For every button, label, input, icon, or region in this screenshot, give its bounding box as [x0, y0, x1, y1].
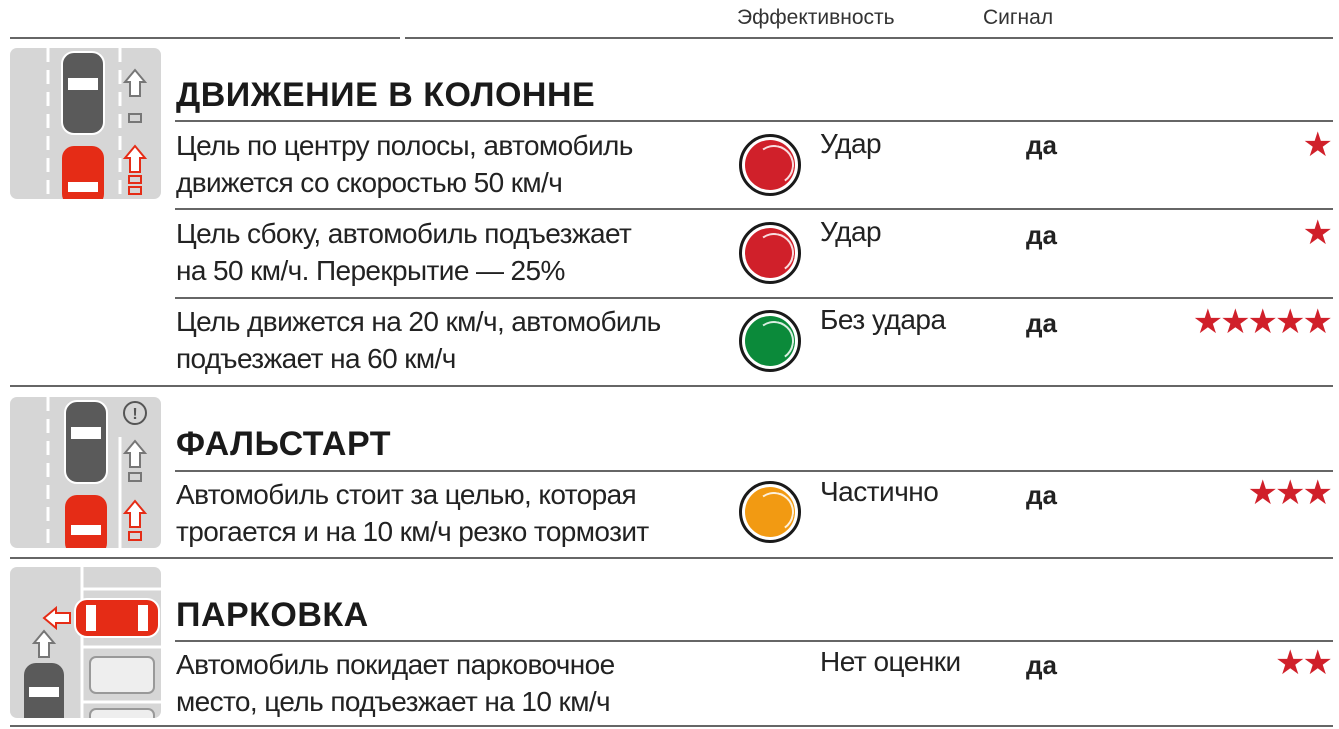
- description-line: Автомобиль стоит за целью, которая: [176, 479, 637, 510]
- column-header-effectiveness: Эффективность: [737, 6, 895, 29]
- description-line: место, цель подъезжает на 10 км/ч: [176, 686, 611, 717]
- description-line: трогается и на 10 км/ч резко тормозит: [176, 516, 649, 547]
- description-line: Цель сбоку, автомобиль подъезжает: [176, 218, 632, 249]
- section-title: ПАРКОВКА: [176, 596, 369, 634]
- result-text: Нет оценки: [820, 646, 961, 677]
- divider: [10, 725, 1333, 727]
- divider: [10, 385, 1333, 387]
- divider: [175, 297, 1333, 299]
- star-rating: ★: [1302, 214, 1334, 252]
- result-text: Удар: [820, 128, 882, 159]
- description-line: Цель по центру полосы, автомобиль: [176, 130, 633, 161]
- car-following-icon: [10, 48, 161, 199]
- star-rating: ★★★: [1247, 474, 1333, 512]
- divider: [175, 208, 1333, 210]
- parking-icon: [10, 567, 161, 718]
- divider: [175, 470, 1333, 472]
- test-description: Автомобиль покидает парковочное место, це…: [176, 646, 716, 720]
- signal-value: да: [1026, 220, 1057, 250]
- divider: [175, 640, 1333, 642]
- test-description: Цель движется на 20 км/ч, автомобиль подъ…: [176, 303, 716, 377]
- description-line: движется со скоростью 50 км/ч: [176, 167, 563, 198]
- column-header-signal: Сигнал: [983, 6, 1054, 29]
- section-title: ДВИЖЕНИЕ В КОЛОННЕ: [176, 76, 596, 114]
- false-start-icon: !: [10, 397, 161, 548]
- star-rating: ★★★★★: [1192, 303, 1333, 341]
- status-indicator-green: [739, 310, 801, 372]
- svg-text:!: !: [132, 406, 137, 423]
- description-line: Цель движется на 20 км/ч, автомобиль: [176, 306, 661, 337]
- description-line: подъезжает на 60 км/ч: [176, 343, 456, 374]
- signal-value: да: [1026, 130, 1057, 160]
- result-text: Частично: [820, 476, 939, 507]
- test-description: Цель сбоку, автомобиль подъезжает на 50 к…: [176, 215, 716, 289]
- star-rating: ★★: [1275, 644, 1333, 682]
- test-description: Автомобиль стоит за целью, которая трогае…: [176, 476, 736, 550]
- signal-value: да: [1026, 308, 1057, 338]
- signal-value: да: [1026, 650, 1057, 680]
- status-indicator-orange: [739, 481, 801, 543]
- result-text: Удар: [820, 216, 882, 247]
- test-description: Цель по центру полосы, автомобиль движетс…: [176, 127, 716, 201]
- description-line: на 50 км/ч. Перекрытие — 25%: [176, 255, 565, 286]
- divider: [405, 37, 1333, 39]
- description-line: Автомобиль покидает парковочное: [176, 649, 615, 680]
- star-rating: ★: [1302, 126, 1334, 164]
- divider: [10, 37, 400, 39]
- divider: [10, 557, 1333, 559]
- section-title: ФАЛЬСТАРТ: [176, 425, 391, 463]
- signal-value: да: [1026, 480, 1057, 510]
- status-indicator-red: [739, 222, 801, 284]
- result-text: Без удара: [820, 304, 946, 335]
- divider: [175, 120, 1333, 122]
- status-indicator-red: [739, 134, 801, 196]
